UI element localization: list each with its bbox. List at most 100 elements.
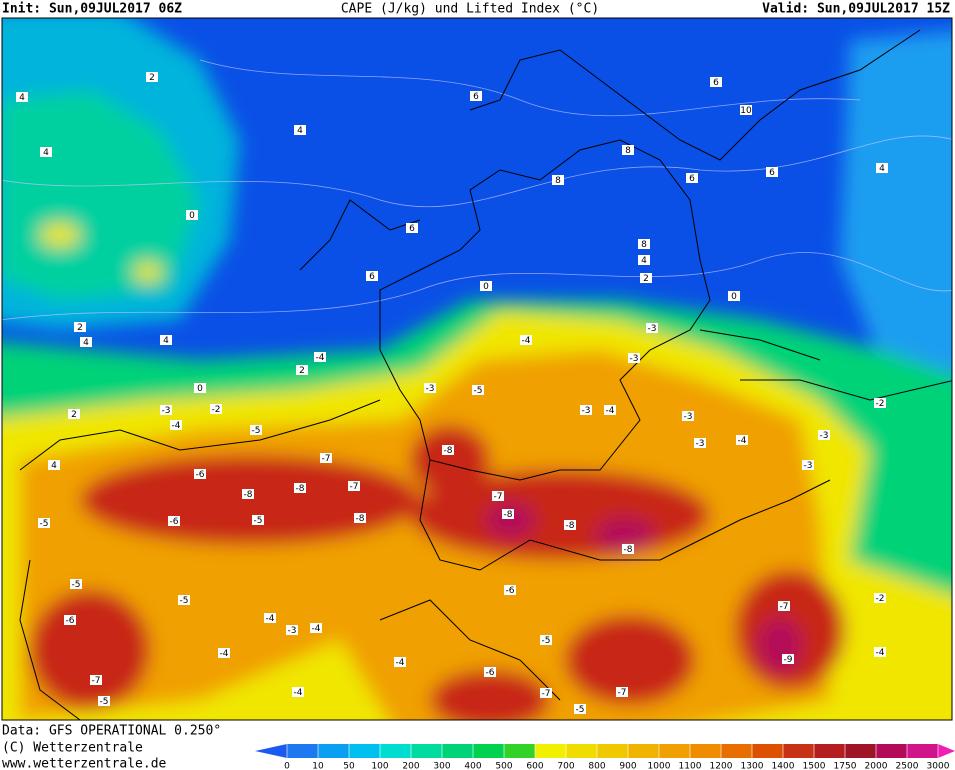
contour-label: -2	[212, 405, 221, 415]
colorbar-tick-label: 300	[433, 762, 450, 770]
contour-label: -4	[172, 421, 181, 431]
contour-label: -5	[180, 596, 189, 606]
label-box	[294, 125, 306, 135]
label-box	[472, 385, 484, 395]
label-box	[168, 516, 180, 526]
contour-label: -4	[312, 624, 321, 634]
contour-label: -3	[162, 406, 171, 416]
field-red	[30, 590, 150, 710]
label-box	[736, 435, 748, 445]
label-box	[622, 145, 634, 155]
colorbar-arrow-left	[255, 744, 287, 758]
contour-label: -6	[66, 616, 75, 626]
contour-label: -6	[196, 470, 205, 480]
contour-label: -4	[396, 658, 405, 668]
website: www.wetterzentrale.de	[2, 757, 167, 770]
contour-label: -5	[542, 636, 551, 646]
label-box	[406, 223, 418, 233]
label-box	[354, 513, 366, 523]
color-swatch	[876, 744, 908, 758]
label-box	[646, 323, 658, 333]
contour-label: 4	[641, 256, 647, 266]
contour-label: -2	[876, 594, 885, 604]
contour-label: -8	[296, 484, 305, 494]
contour-label: 6	[713, 78, 719, 88]
valid-time: Valid: Sun,09JUL2017 15Z	[762, 2, 950, 17]
label-box	[540, 688, 552, 698]
label-box	[694, 438, 706, 448]
data-source: Data: GFS OPERATIONAL 0.250°	[2, 724, 221, 739]
label-box	[766, 167, 778, 177]
field-magenta	[595, 517, 655, 553]
color-swatch	[597, 744, 629, 758]
colorbar-tick-label: 900	[619, 762, 636, 770]
color-swatch	[783, 744, 815, 758]
colorbar-tick-label: 3000	[927, 762, 950, 770]
field-red	[410, 425, 490, 495]
contour-label: 8	[555, 176, 561, 186]
label-box	[292, 687, 304, 697]
label-box	[782, 654, 794, 664]
colorbar-tick-label: 2000	[865, 762, 888, 770]
contour-label: -3	[426, 384, 435, 394]
label-box	[38, 518, 50, 528]
color-swatch	[473, 744, 505, 758]
colorbar-tick-label: 1100	[679, 762, 702, 770]
contour-label: 6	[409, 224, 415, 234]
contour-label: -3	[696, 439, 705, 449]
contour-label: -5	[252, 426, 261, 436]
color-swatch	[845, 744, 877, 758]
label-box	[480, 281, 492, 291]
contour-label: -3	[648, 324, 657, 334]
contour-label: 4	[43, 148, 49, 158]
label-box	[252, 515, 264, 525]
label-box	[638, 239, 650, 249]
borders	[19, 29, 952, 720]
label-box	[16, 92, 28, 102]
contour-label: 8	[625, 146, 631, 156]
contour-label: -4	[738, 436, 747, 446]
field-yellow-spot	[40, 223, 80, 247]
field-magenta	[758, 617, 802, 673]
field-teal	[2, 90, 200, 300]
contour-label: 4	[163, 336, 169, 346]
label-box	[242, 489, 254, 499]
cape-field	[2, 18, 952, 720]
contour-label: -4	[316, 353, 325, 363]
contour-label: 6	[369, 272, 375, 282]
label-box	[802, 460, 814, 470]
contour-label: -6	[170, 517, 179, 527]
contour-label: -5	[254, 516, 263, 526]
contour-label: -2	[876, 399, 885, 409]
contour-label: -4	[876, 648, 885, 658]
contour-label: -3	[820, 431, 829, 441]
colorbar-tick-label: 600	[526, 762, 543, 770]
contour-label: -3	[582, 406, 591, 416]
label-box	[80, 337, 92, 347]
label-box	[186, 210, 198, 220]
label-box	[686, 173, 698, 183]
color-swatch	[411, 744, 443, 758]
label-box	[442, 445, 454, 455]
colorbar-tick-label: 100	[371, 762, 388, 770]
field-magenta	[485, 502, 535, 538]
label-box	[574, 704, 586, 714]
label-box	[98, 696, 110, 706]
contour-label: 0	[197, 384, 203, 394]
label-box	[194, 469, 206, 479]
label-box	[64, 615, 76, 625]
label-box	[296, 365, 308, 375]
contour-label: -3	[288, 626, 297, 636]
map-title: CAPE (J/kg) und Lifted Index (°C)	[341, 2, 599, 17]
label-box	[314, 352, 326, 362]
contour-label: -4	[294, 688, 303, 698]
field-red	[565, 615, 695, 705]
contour-label: 4	[51, 461, 57, 471]
copyright: (C) Wetterzentrale	[2, 741, 143, 756]
contour-label: 2	[299, 366, 305, 376]
colorbar-tick-label: 1750	[834, 762, 857, 770]
contour-label: -8	[244, 490, 253, 500]
